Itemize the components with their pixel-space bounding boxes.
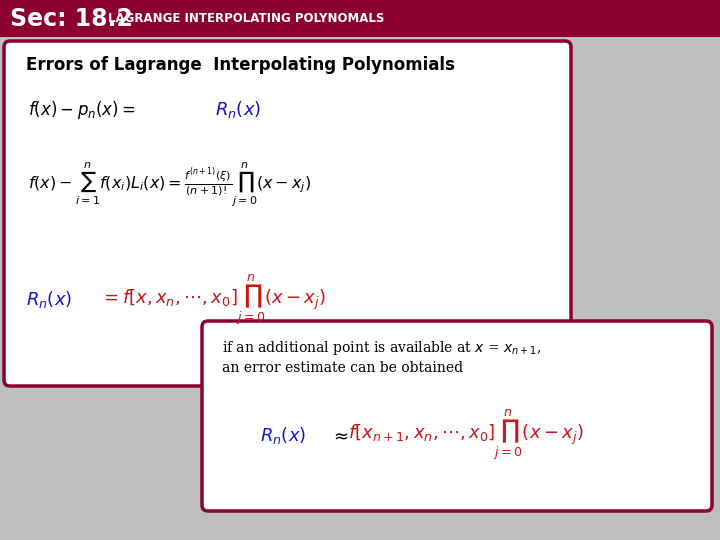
Text: $R_n(x)$: $R_n(x)$ — [260, 424, 306, 445]
Text: an error estimate can be obtained: an error estimate can be obtained — [222, 361, 463, 375]
FancyBboxPatch shape — [202, 321, 712, 511]
Text: if an additional point is available at $x$ = $x_{n+1}$,: if an additional point is available at $… — [222, 339, 541, 357]
Text: $f(x) - \sum_{i=1}^{n} f(x_i)L_i(x) = \frac{f^{(n+1)}(\xi)}{(n+1)!}\prod_{j=0}^{: $f(x) - \sum_{i=1}^{n} f(x_i)L_i(x) = \f… — [28, 161, 312, 210]
Text: $\approx$: $\approx$ — [330, 426, 348, 444]
FancyBboxPatch shape — [4, 41, 571, 386]
Text: $f[x_{n+1}, x_n, \cdots, x_0]\prod_{j=0}^{n}(x - x_j)$: $f[x_{n+1}, x_n, \cdots, x_0]\prod_{j=0}… — [348, 408, 584, 462]
Text: $= f[x, x_n, \cdots, x_0]\prod_{j=0}^{n}(x - x_j)$: $= f[x, x_n, \cdots, x_0]\prod_{j=0}^{n}… — [100, 273, 326, 327]
Text: Errors of Lagrange  Interpolating Polynomials: Errors of Lagrange Interpolating Polynom… — [26, 56, 455, 74]
Text: $R_n(x)$: $R_n(x)$ — [215, 99, 261, 120]
Text: $f(x) - p_n(x) = $: $f(x) - p_n(x) = $ — [28, 99, 135, 121]
Text: LAGRANGE INTERPOLATING POLYNOMALS: LAGRANGE INTERPOLATING POLYNOMALS — [108, 12, 384, 25]
Text: Sec: 18.2: Sec: 18.2 — [10, 7, 133, 31]
Bar — [0, 0, 720, 37]
Text: $R_n(x)$: $R_n(x)$ — [26, 289, 72, 310]
